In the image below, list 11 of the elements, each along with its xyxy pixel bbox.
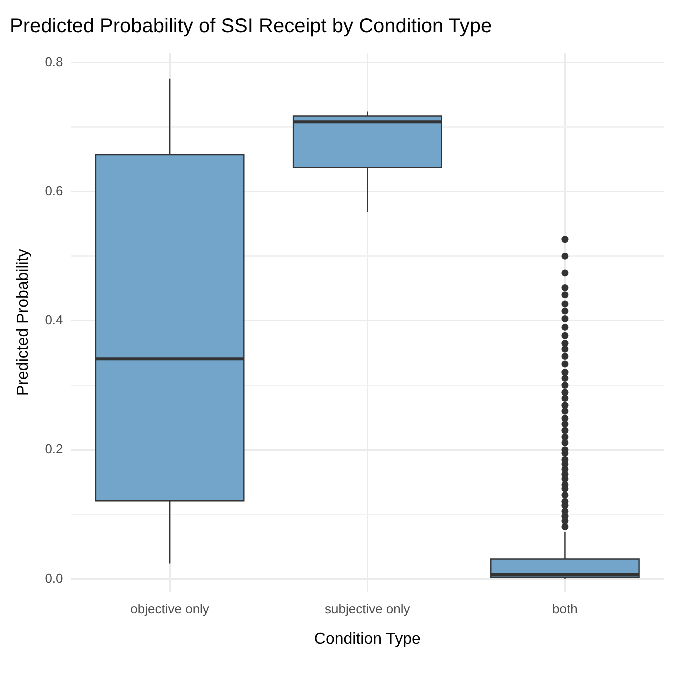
y-tick-label: 0.6 (45, 183, 64, 198)
x-tick-label: objective only (130, 602, 210, 617)
y-tick-label: 0.0 (45, 570, 64, 586)
x-tick-label: both (552, 602, 578, 617)
y-tick-label: 0.2 (45, 442, 64, 457)
y-tick-label: 0.8 (45, 54, 64, 70)
y-tick-label: 0.4 (45, 312, 64, 328)
chart-title: Predicted Probability of SSI Receipt by Condition Type (10, 16, 492, 38)
y-axis-title: Predicted Probability (15, 249, 32, 396)
x-axis-title: Condition Type (314, 630, 421, 648)
x-tick-label: subjective only (324, 602, 411, 617)
